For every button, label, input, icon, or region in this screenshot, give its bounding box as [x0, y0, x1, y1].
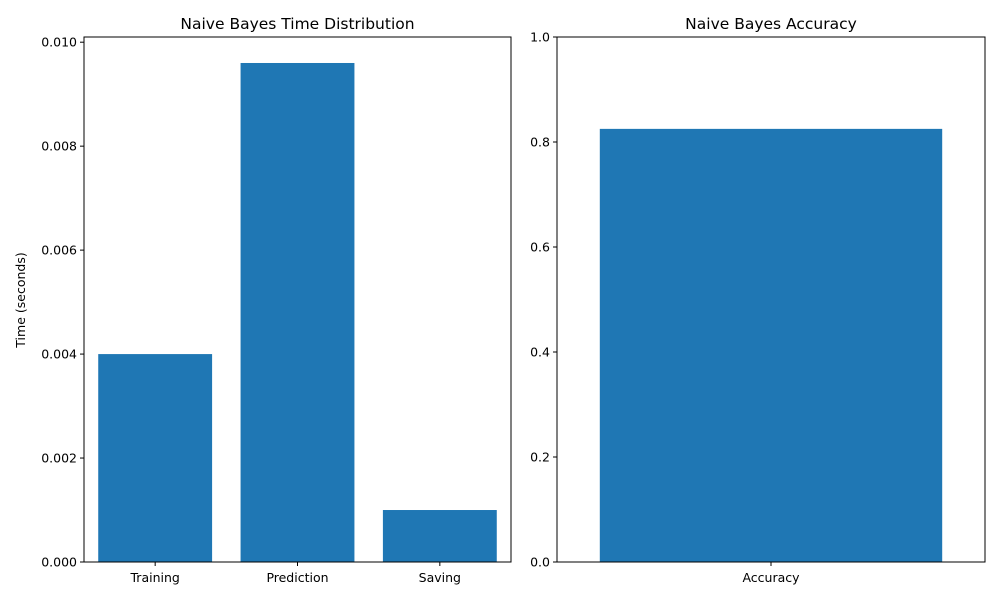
time-distribution-xtick-label: Training — [130, 570, 180, 585]
accuracy-ytick-label: 0.6 — [530, 240, 550, 255]
time-distribution-ytick-label: 0.006 — [41, 243, 77, 258]
accuracy-ytick-label: 0.8 — [530, 135, 550, 150]
time-distribution-y-axis: 0.000 0.002 0.004 0.006 0.008 0.010 — [41, 35, 84, 570]
accuracy-bars — [599, 128, 943, 562]
accuracy-bar-accuracy — [599, 128, 943, 562]
accuracy-ytick-label: 0.0 — [530, 555, 550, 570]
accuracy-ytick-label: 0.4 — [530, 345, 550, 360]
time-distribution-xtick-label: Saving — [419, 570, 461, 585]
accuracy-axes-frame — [556, 36, 986, 563]
time-distribution-ytick-label: 0.000 — [41, 555, 77, 570]
time-distribution-x-axis: Training Prediction Saving — [130, 562, 461, 585]
time-distribution-bar-training — [98, 354, 213, 562]
accuracy-ytick-label: 1.0 — [530, 30, 550, 45]
time-distribution-bar-saving — [382, 510, 497, 562]
accuracy-xtick-label: Accuracy — [742, 570, 800, 585]
time-distribution-title: Naive Bayes Time Distribution — [180, 15, 414, 33]
accuracy-y-axis: 0.0 0.2 0.4 0.6 0.8 1.0 — [530, 30, 557, 570]
time-distribution-panel: Naive Bayes Time Distribution Time (seco… — [13, 15, 512, 585]
accuracy-ytick-label: 0.2 — [530, 450, 550, 465]
time-distribution-bars — [98, 62, 497, 562]
time-distribution-ytick-label: 0.002 — [41, 451, 77, 466]
time-distribution-bar-prediction — [240, 62, 355, 562]
accuracy-title: Naive Bayes Accuracy — [685, 15, 857, 33]
accuracy-x-axis: Accuracy — [742, 562, 800, 585]
time-distribution-axes-frame — [83, 36, 512, 563]
time-distribution-ytick-label: 0.004 — [41, 347, 77, 362]
time-distribution-ylabel: Time (seconds) — [13, 252, 28, 348]
time-distribution-ytick-label: 0.008 — [41, 139, 77, 154]
accuracy-panel: Naive Bayes Accuracy 0.00.20.40.60.81.0 … — [530, 15, 986, 585]
time-distribution-xtick-label: Prediction — [266, 570, 328, 585]
time-distribution-ytick-label: 0.010 — [41, 35, 77, 50]
